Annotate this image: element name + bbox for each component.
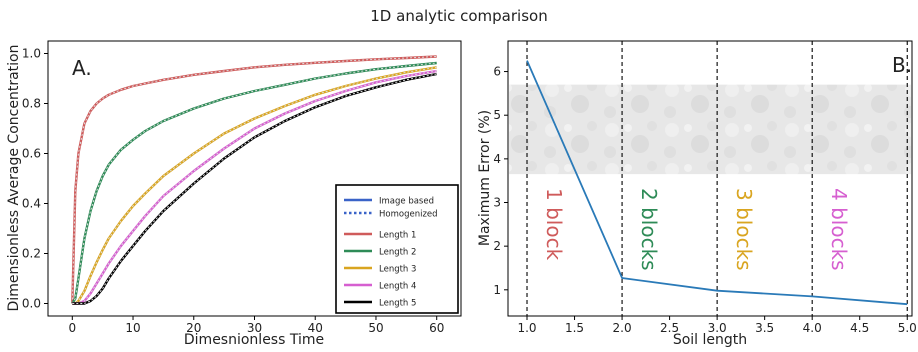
panel-b-ytick-label: 4 bbox=[493, 152, 501, 166]
legend-label: Length 1 bbox=[379, 231, 416, 241]
panel-b-xtick-label: 4.0 bbox=[803, 321, 822, 335]
panel-b-xtick-label: 5.0 bbox=[898, 321, 917, 335]
panel-b-band bbox=[509, 84, 911, 175]
panel-b-block-label: 4 blocks bbox=[827, 188, 851, 271]
panel-a-ytick-label: 0.6 bbox=[22, 147, 41, 161]
panel-a-xtick-label: 0 bbox=[68, 321, 76, 335]
panel-b-xtick-label: 1.0 bbox=[517, 321, 536, 335]
panel-b-ytick-label: 6 bbox=[493, 65, 501, 79]
panel-b-ylabel: Maximum Error (%) bbox=[477, 110, 493, 246]
panel-b-block-label: 1 block bbox=[542, 188, 566, 261]
figure-title: 1D analytic comparison bbox=[370, 7, 547, 25]
panel-a-xtick-label: 30 bbox=[247, 321, 262, 335]
panel-b-block-label: 3 blocks bbox=[732, 188, 756, 271]
panel-a-ytick-label: 1.0 bbox=[22, 47, 41, 61]
legend-label: Length 5 bbox=[379, 299, 416, 309]
panel-a-homogenized-overlay bbox=[72, 73, 437, 304]
panel-a-chart: A. Dimesnionless Time Dimensionless Aver… bbox=[6, 40, 462, 348]
panel-a-ytick-label: 0.4 bbox=[22, 197, 41, 211]
panel-b-ytick-label: 3 bbox=[493, 196, 501, 210]
panel-b-xtick-label: 4.5 bbox=[850, 321, 869, 335]
panel-a-ytick-label: 0.8 bbox=[22, 97, 41, 111]
panel-b-ytick-label: 5 bbox=[493, 108, 501, 122]
panel-a-homogenized-overlay bbox=[72, 70, 437, 304]
panel-b-xlabel: Soil length bbox=[673, 332, 747, 348]
panel-a-ytick-label: 0.0 bbox=[22, 297, 41, 311]
legend-label: Length 4 bbox=[379, 282, 416, 292]
panel-a-homogenized-overlay bbox=[71, 56, 437, 304]
panel-b-frame bbox=[507, 40, 913, 317]
panel-b-block-label: 2 blocks bbox=[637, 188, 661, 271]
panel-b-ytick-label: 1 bbox=[493, 283, 501, 297]
panel-a-xtick-label: 60 bbox=[429, 321, 444, 335]
panel-b-xtick-label: 1.5 bbox=[565, 321, 584, 335]
panel-a-xlabel: Dimesnionless Time bbox=[184, 332, 324, 348]
panel-b-error-line bbox=[526, 60, 908, 306]
legend-box bbox=[335, 184, 459, 314]
panel-a-xtick-label: 40 bbox=[308, 321, 323, 335]
panel-a-homogenized-overlay bbox=[71, 62, 437, 304]
legend-label: Length 2 bbox=[379, 248, 416, 258]
panel-a-ylabel: Dimensionless Average Concentration bbox=[6, 45, 22, 312]
panel-a-legend: Image based Homogenized Length 1 Length 2 Le… bbox=[335, 184, 459, 314]
panel-b-xtick-label: 3.5 bbox=[755, 321, 774, 335]
legend-label: Image based bbox=[379, 197, 434, 207]
panel-b-xtick-label: 2.0 bbox=[613, 321, 632, 335]
panel-a-xtick-label: 20 bbox=[186, 321, 201, 335]
panel-a-ytick-label: 0.2 bbox=[22, 247, 41, 261]
panel-a-xtick-label: 50 bbox=[368, 321, 383, 335]
panel-a-xtick-label: 10 bbox=[125, 321, 140, 335]
panel-b-label: B. bbox=[892, 53, 912, 77]
panel-b-ytick-label: 2 bbox=[493, 239, 501, 253]
legend-label: Homogenized bbox=[379, 210, 438, 220]
legend-label: Length 3 bbox=[379, 265, 416, 275]
panel-b-xtick-label: 3.0 bbox=[708, 321, 727, 335]
panel-a-label: A. bbox=[72, 56, 92, 80]
panel-a-homogenized-overlay bbox=[72, 66, 437, 304]
panel-b-xtick-label: 2.5 bbox=[660, 321, 679, 335]
